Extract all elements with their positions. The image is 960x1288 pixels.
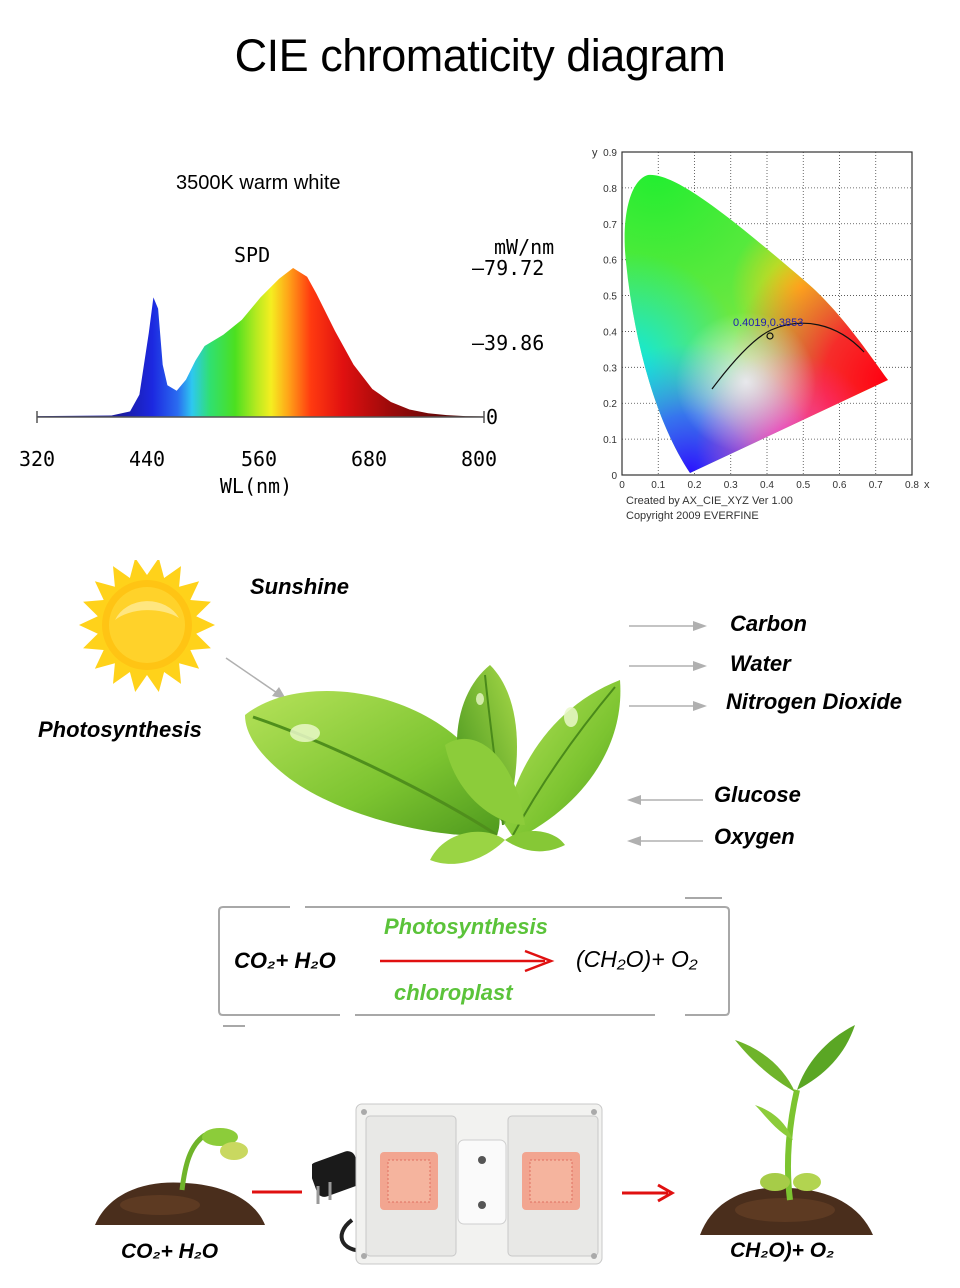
- cie-y-tick-label: 0.7: [603, 220, 617, 231]
- spd-y-tick-zero: 0: [486, 405, 498, 429]
- equation-above-arrow: Photosynthesis: [384, 914, 548, 939]
- cie-y-tick-label: 0.1: [603, 435, 617, 446]
- cie-x-tick-label: 0.7: [869, 480, 883, 491]
- equation-box: [218, 897, 730, 1027]
- sun-icon: [79, 560, 215, 692]
- input-water: Water: [730, 651, 791, 676]
- spd-y-tick-mid: –39.86: [472, 331, 544, 355]
- cie-y-tick-label: 0.6: [603, 256, 617, 267]
- cie-y-tick-label: 0.8: [603, 184, 617, 195]
- input-nitrogen-dioxide: Nitrogen Dioxide: [726, 689, 903, 714]
- spd-x-label: WL(nm): [220, 474, 292, 498]
- sunshine-label: Sunshine: [250, 574, 350, 599]
- cie-x-tick-label: 0.1: [651, 480, 665, 491]
- spd-chart: SPD mW/nm –79.72 –39.86 0 320 440 560 68…: [19, 235, 554, 498]
- photosynthesis-label: Photosynthesis: [38, 717, 202, 742]
- cie-x-ticks: 0 0.1 0.2 0.3 0.4 0.5 0.6 0.7 0.8: [619, 480, 919, 491]
- cie-x-tick-label: 0.3: [724, 480, 738, 491]
- cie-x-tick-label: 0.2: [688, 480, 702, 491]
- arrow-right: [622, 1183, 676, 1203]
- cie-point-label: 0.4019,0.3853: [733, 317, 803, 329]
- spd-subtitle: 3500K warm white: [176, 172, 341, 194]
- arrow-left: [252, 1190, 302, 1194]
- cie-diagram: 0.4019,0.3853 y x 0.90.80.70.60.50.40.30…: [592, 147, 930, 522]
- cie-y-tick-label: 0.4: [603, 327, 617, 338]
- output-oxygen: Oxygen: [714, 824, 795, 849]
- cie-x-axis-label: x: [924, 479, 930, 491]
- bottom-products: CH₂O)+ O₂: [730, 1239, 835, 1262]
- page-title: CIE chromaticity diagram: [234, 30, 726, 81]
- cie-y-tick-label: 0.3: [603, 363, 617, 374]
- cie-x-tick-label: 0.8: [905, 480, 919, 491]
- spd-x-tick: 800: [461, 447, 497, 471]
- equation-below-arrow: chloroplast: [394, 980, 513, 1005]
- cie-x-tick-label: 0: [619, 480, 625, 491]
- cie-y-tick-label: 0: [611, 471, 617, 482]
- input-carbon: Carbon: [730, 611, 807, 636]
- equation-products: (CH₂O)+ O₂: [576, 946, 698, 972]
- cie-plot-frame: [621, 151, 913, 476]
- output-glucose: Glucose: [714, 782, 801, 807]
- cie-credit-line-2: Copyright 2009 EVERFINE: [626, 510, 759, 522]
- cie-y-tick-label: 0.2: [603, 399, 617, 410]
- spd-x-tick: 560: [241, 447, 277, 471]
- cie-x-tick-label: 0.6: [833, 480, 847, 491]
- cie-y-tick-label: 0.9: [603, 148, 617, 159]
- spd-x-tick: 320: [19, 447, 55, 471]
- planckian-locus: [711, 322, 865, 390]
- spd-label: SPD: [234, 243, 270, 267]
- leaves-illustration: [245, 665, 621, 864]
- spd-x-tick: 440: [129, 447, 165, 471]
- spd-curve: [37, 268, 484, 417]
- cie-x-tick-label: 0.5: [796, 480, 810, 491]
- grow-light-fixture: [312, 1103, 603, 1265]
- seedling-left: [95, 1128, 265, 1225]
- spd-x-tick: 680: [351, 447, 387, 471]
- sun-to-leaf-arrow: [225, 657, 286, 699]
- cie-y-tick-label: 0.5: [603, 292, 617, 303]
- flow-arrows: [627, 621, 707, 846]
- chromaticity-point: [766, 332, 774, 340]
- cie-credit-line-1: Created by AX_CIE_XYZ Ver 1.00: [626, 495, 793, 507]
- bottom-reactants: CO₂+ H₂O: [121, 1240, 219, 1263]
- plant-right: [700, 1025, 873, 1235]
- cie-y-ticks: 0.9 0.8 0.7 0.6 0.5 0.4 0.3 0.2 0.1 0: [603, 148, 617, 482]
- cie-x-tick-label: 0.4: [760, 480, 774, 491]
- spd-unit: mW/nm: [494, 235, 554, 259]
- cie-y-axis-label: y: [592, 147, 598, 159]
- equation-reactants: CO₂+ H₂O: [234, 948, 336, 973]
- spd-y-tick-max: –79.72: [472, 256, 544, 280]
